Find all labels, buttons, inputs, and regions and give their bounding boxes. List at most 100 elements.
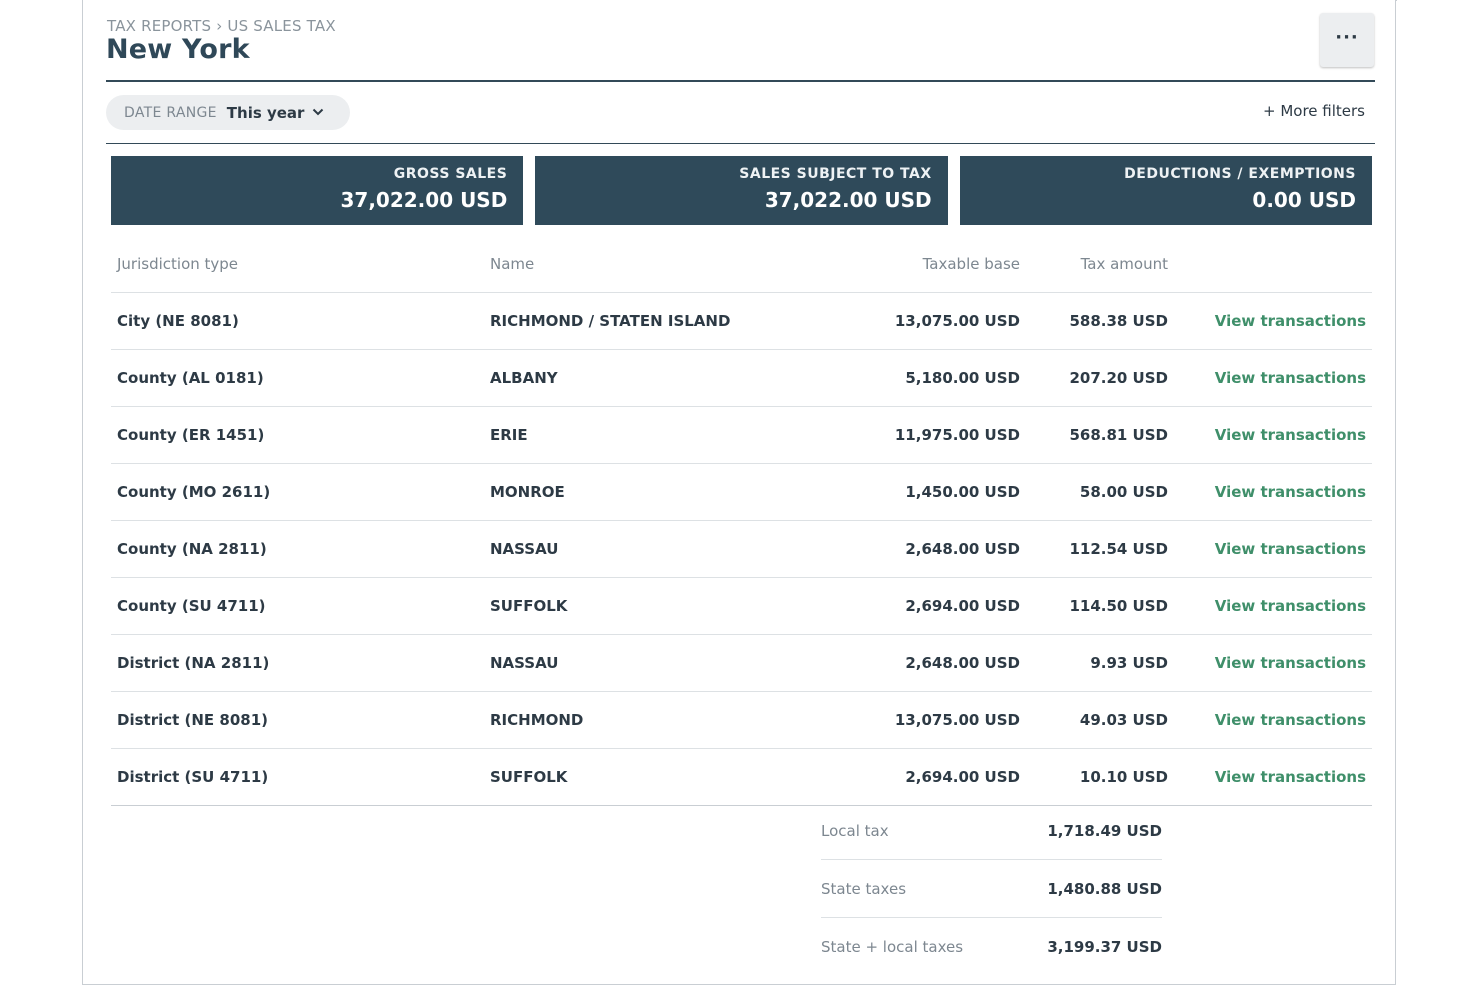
cell-taxable-base: 5,180.00 USD — [820, 349, 1020, 407]
card-label: SALES SUBJECT TO TAX — [739, 166, 932, 182]
cell-name: ERIE — [490, 406, 820, 464]
cell-taxable-base: 2,648.00 USD — [820, 520, 1020, 578]
page-title: New York — [106, 34, 250, 65]
cell-jurisdiction-type: County (MO 2611) — [111, 463, 490, 521]
cell-jurisdiction-type: County (ER 1451) — [111, 406, 490, 464]
summary-label: State taxes — [821, 879, 907, 898]
cell-name: RICHMOND — [490, 691, 820, 749]
jurisdiction-table: Jurisdiction type Name Taxable base Tax … — [111, 236, 1372, 806]
card-label: DEDUCTIONS / EXEMPTIONS — [1124, 166, 1356, 182]
cell-name: NASSAU — [490, 520, 820, 578]
cell-actions: View transactions — [1168, 748, 1372, 806]
card-value: 0.00 USD — [1252, 188, 1356, 212]
cell-tax-amount: 58.00 USD — [1020, 463, 1168, 521]
cell-jurisdiction-type: City (NE 8081) — [111, 292, 490, 350]
table-header-row: Jurisdiction type Name Taxable base Tax … — [111, 236, 1372, 293]
cell-actions: View transactions — [1168, 292, 1372, 350]
header-tax-amount: Tax amount — [1020, 236, 1168, 293]
cell-actions: View transactions — [1168, 349, 1372, 407]
title-divider — [106, 80, 1375, 82]
cell-actions: View transactions — [1168, 406, 1372, 464]
cell-tax-amount: 588.38 USD — [1020, 292, 1168, 350]
summary-value: 1,480.88 USD — [1047, 879, 1162, 898]
cell-tax-amount: 114.50 USD — [1020, 577, 1168, 635]
table-row: County (AL 0181) ALBANY 5,180.00 USD 207… — [111, 349, 1372, 407]
summary-label: State + local taxes — [821, 937, 964, 956]
cell-taxable-base: 13,075.00 USD — [820, 292, 1020, 350]
view-transactions-link[interactable]: View transactions — [1214, 369, 1366, 387]
cell-jurisdiction-type: County (AL 0181) — [111, 349, 490, 407]
summary-value: 3,199.37 USD — [1047, 937, 1162, 956]
summary-value: 1,718.49 USD — [1047, 821, 1162, 840]
cell-taxable-base: 2,648.00 USD — [820, 634, 1020, 692]
header-actions — [1168, 236, 1372, 293]
cell-tax-amount: 9.93 USD — [1020, 634, 1168, 692]
cell-taxable-base: 13,075.00 USD — [820, 691, 1020, 749]
table-row: County (ER 1451) ERIE 11,975.00 USD 568.… — [111, 406, 1372, 464]
summary-label: Local tax — [821, 821, 889, 840]
cell-tax-amount: 568.81 USD — [1020, 406, 1168, 464]
date-range-value: This year — [226, 103, 305, 122]
table-row: County (NA 2811) NASSAU 2,648.00 USD 112… — [111, 520, 1372, 578]
date-range-label: DATE RANGE — [124, 104, 217, 121]
summary-row-local-tax: Local tax 1,718.49 USD — [821, 802, 1162, 860]
card-label: GROSS SALES — [393, 166, 508, 182]
card-value: 37,022.00 USD — [340, 188, 508, 212]
view-transactions-link[interactable]: View transactions — [1214, 540, 1366, 558]
cell-tax-amount: 207.20 USD — [1020, 349, 1168, 407]
card-value: 37,022.00 USD — [764, 188, 932, 212]
cell-tax-amount: 49.03 USD — [1020, 691, 1168, 749]
summary-cards: GROSS SALES 37,022.00 USD SALES SUBJECT … — [111, 156, 1372, 225]
sales-subject-to-tax-card: SALES SUBJECT TO TAX 37,022.00 USD — [535, 156, 948, 225]
view-transactions-link[interactable]: View transactions — [1214, 654, 1366, 672]
cell-actions: View transactions — [1168, 691, 1372, 749]
table-row: District (NA 2811) NASSAU 2,648.00 USD 9… — [111, 634, 1372, 692]
view-transactions-link[interactable]: View transactions — [1214, 426, 1366, 444]
cell-taxable-base: 11,975.00 USD — [820, 406, 1020, 464]
cell-tax-amount: 112.54 USD — [1020, 520, 1168, 578]
ellipsis-icon: ··· — [1335, 26, 1359, 48]
header-name: Name — [490, 236, 820, 293]
more-options-button[interactable]: ··· — [1320, 13, 1374, 67]
cell-name: SUFFOLK — [490, 748, 820, 806]
cell-name: MONROE — [490, 463, 820, 521]
cell-actions: View transactions — [1168, 577, 1372, 635]
tax-summary: Local tax 1,718.49 USD State taxes 1,480… — [821, 802, 1162, 975]
cell-taxable-base: 2,694.00 USD — [820, 748, 1020, 806]
summary-row-total-taxes: State + local taxes 3,199.37 USD — [821, 918, 1162, 975]
filter-divider — [106, 143, 1375, 144]
view-transactions-link[interactable]: View transactions — [1214, 711, 1366, 729]
cell-jurisdiction-type: County (NA 2811) — [111, 520, 490, 578]
header-jurisdiction-type: Jurisdiction type — [111, 236, 490, 293]
report-panel: TAX REPORTS › US SALES TAX New York ··· … — [82, 0, 1396, 985]
more-filters-link[interactable]: + More filters — [1263, 102, 1365, 120]
cell-jurisdiction-type: District (NE 8081) — [111, 691, 490, 749]
table-row: District (SU 4711) SUFFOLK 2,694.00 USD … — [111, 748, 1372, 806]
view-transactions-link[interactable]: View transactions — [1214, 597, 1366, 615]
cell-actions: View transactions — [1168, 520, 1372, 578]
cell-name: RICHMOND / STATEN ISLAND — [490, 292, 820, 350]
header-taxable-base: Taxable base — [820, 236, 1020, 293]
cell-tax-amount: 10.10 USD — [1020, 748, 1168, 806]
deductions-card: DEDUCTIONS / EXEMPTIONS 0.00 USD — [959, 156, 1372, 225]
cell-jurisdiction-type: District (SU 4711) — [111, 748, 490, 806]
date-range-filter[interactable]: DATE RANGE This year — [106, 95, 350, 130]
cell-taxable-base: 2,694.00 USD — [820, 577, 1020, 635]
cell-taxable-base: 1,450.00 USD — [820, 463, 1020, 521]
cell-actions: View transactions — [1168, 463, 1372, 521]
cell-name: SUFFOLK — [490, 577, 820, 635]
gross-sales-card: GROSS SALES 37,022.00 USD — [111, 156, 524, 225]
breadcrumb[interactable]: TAX REPORTS › US SALES TAX — [107, 17, 336, 35]
cell-name: NASSAU — [490, 634, 820, 692]
cell-actions: View transactions — [1168, 634, 1372, 692]
table-row: City (NE 8081) RICHMOND / STATEN ISLAND … — [111, 292, 1372, 350]
table-row: District (NE 8081) RICHMOND 13,075.00 US… — [111, 691, 1372, 749]
view-transactions-link[interactable]: View transactions — [1214, 768, 1366, 786]
table-row: County (SU 4711) SUFFOLK 2,694.00 USD 11… — [111, 577, 1372, 635]
view-transactions-link[interactable]: View transactions — [1214, 312, 1366, 330]
view-transactions-link[interactable]: View transactions — [1214, 483, 1366, 501]
cell-name: ALBANY — [490, 349, 820, 407]
cell-jurisdiction-type: County (SU 4711) — [111, 577, 490, 635]
chevron-down-icon — [312, 106, 324, 119]
summary-row-state-taxes: State taxes 1,480.88 USD — [821, 860, 1162, 918]
